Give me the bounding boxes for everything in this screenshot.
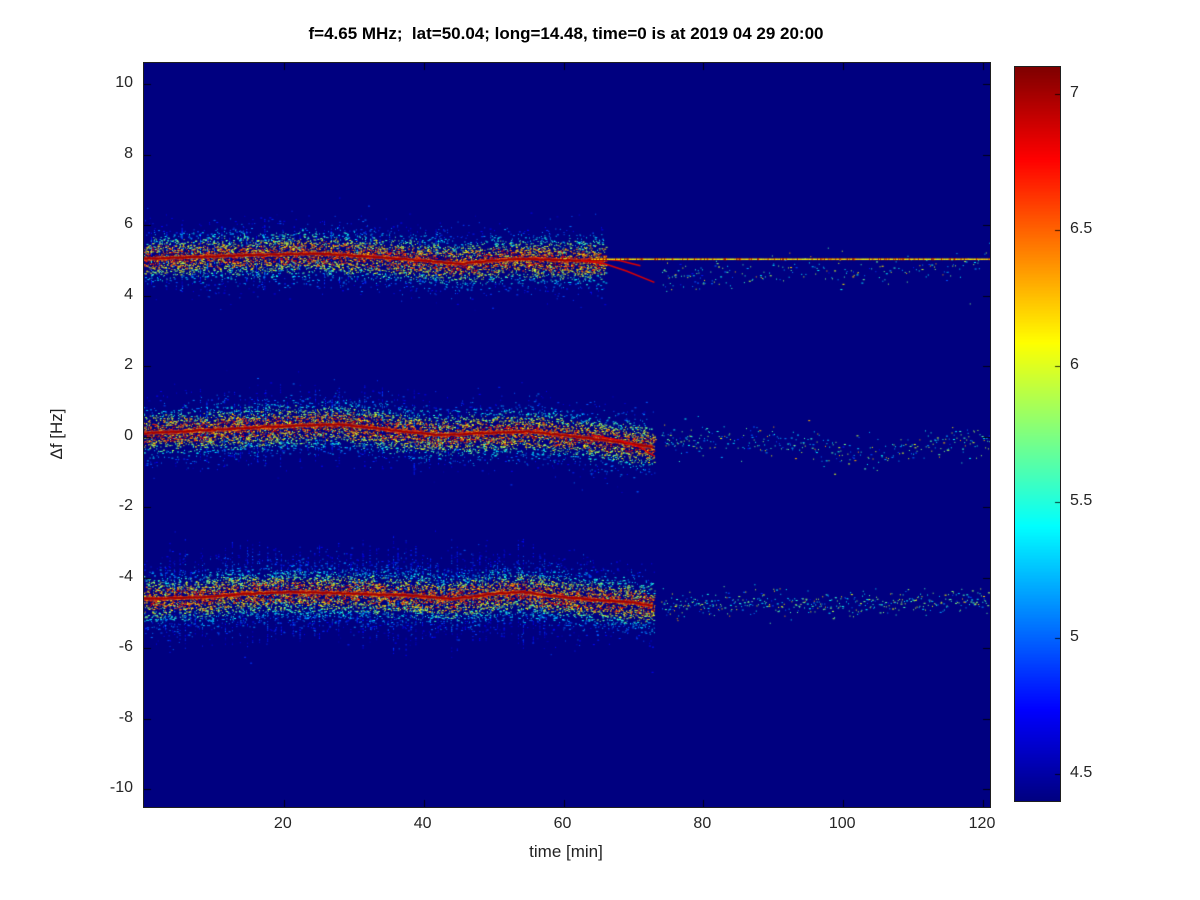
y-tick-label: 10 bbox=[115, 74, 133, 92]
spectrogram-canvas bbox=[144, 63, 990, 807]
y-tick-label: -6 bbox=[118, 638, 133, 656]
y-tick-label: 6 bbox=[124, 215, 133, 233]
colorbar-tick-label: 4.5 bbox=[1070, 763, 1093, 781]
colorbar-tick-label: 6 bbox=[1070, 356, 1079, 374]
y-axis-label: Δf [Hz] bbox=[47, 408, 66, 460]
colorbar-tick-label: 6.5 bbox=[1070, 220, 1093, 238]
y-tick-label: 8 bbox=[124, 144, 133, 162]
colorbar-gradient bbox=[1015, 67, 1060, 801]
colorbar-tick-label: 7 bbox=[1070, 84, 1079, 102]
y-tick-label: -10 bbox=[109, 779, 133, 797]
x-tick-label: 120 bbox=[968, 815, 996, 832]
chart-title: f=4.65 MHz; lat=50.04; long=14.48, time=… bbox=[308, 24, 824, 43]
y-tick-label: -8 bbox=[118, 708, 133, 726]
y-tick-label: 0 bbox=[124, 426, 133, 444]
y-tick-label: 4 bbox=[124, 285, 133, 303]
colorbar bbox=[1014, 66, 1061, 802]
plot-area bbox=[143, 62, 991, 808]
x-tick-label: 20 bbox=[273, 815, 292, 832]
x-tick-label: 60 bbox=[553, 815, 572, 832]
y-tick-label: -4 bbox=[118, 567, 133, 585]
x-tick-label: 100 bbox=[828, 815, 856, 832]
x-tick-label: 80 bbox=[693, 815, 712, 832]
y-tick-label: 2 bbox=[124, 356, 133, 374]
y-tick-label: -2 bbox=[118, 497, 133, 515]
x-axis-label: time [min] bbox=[529, 842, 603, 861]
x-tick-label: 40 bbox=[413, 815, 432, 832]
colorbar-tick-label: 5.5 bbox=[1070, 491, 1093, 509]
colorbar-tick-label: 5 bbox=[1070, 627, 1079, 645]
